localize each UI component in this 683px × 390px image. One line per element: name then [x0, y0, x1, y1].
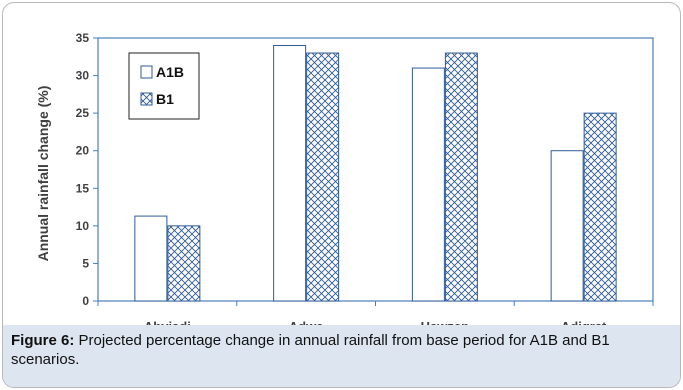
- y-tick-label: 5: [82, 256, 89, 270]
- y-tick-label: 30: [76, 69, 90, 83]
- legend-label-a1b: A1B: [156, 64, 184, 80]
- y-tick-label: 0: [82, 294, 89, 308]
- bar-b1-hawzen: [444, 52, 478, 302]
- bar-b1-adwa: [306, 52, 340, 302]
- rainfall-bar-chart: 05101520253035AbyiadiAdwaHawzenAdigratAn…: [35, 31, 654, 334]
- caption-band: [3, 325, 680, 387]
- chart-panel: 05101520253035AbyiadiAdwaHawzenAdigratAn…: [3, 3, 680, 348]
- y-tick-label: 10: [76, 219, 90, 233]
- y-tick-label: 15: [76, 181, 90, 195]
- bar-a1b-hawzen: [411, 67, 445, 302]
- figure-caption: Figure 6: Projected percentage change in…: [11, 331, 671, 369]
- caption-label: Figure 6:: [11, 332, 75, 349]
- y-axis-title: Annual rainfall change (%): [35, 86, 51, 262]
- legend-box: [128, 52, 200, 120]
- legend-label-b1: B1: [156, 91, 174, 107]
- bar-b1-abyiadi: [167, 225, 201, 302]
- bar-a1b-abyiadi: [134, 215, 168, 302]
- y-tick-label: 35: [76, 31, 90, 45]
- bar-a1b-adwa: [273, 45, 307, 302]
- y-tick-label: 20: [76, 144, 90, 158]
- caption-text: Projected percentage change in annual ra…: [11, 332, 610, 368]
- legend-swatch-b1: [140, 92, 153, 106]
- bar-b1-adigrat: [583, 112, 617, 302]
- bar-a1b-adigrat: [550, 150, 584, 302]
- y-tick-label: 25: [76, 106, 90, 120]
- legend-swatch-a1b: [140, 65, 153, 79]
